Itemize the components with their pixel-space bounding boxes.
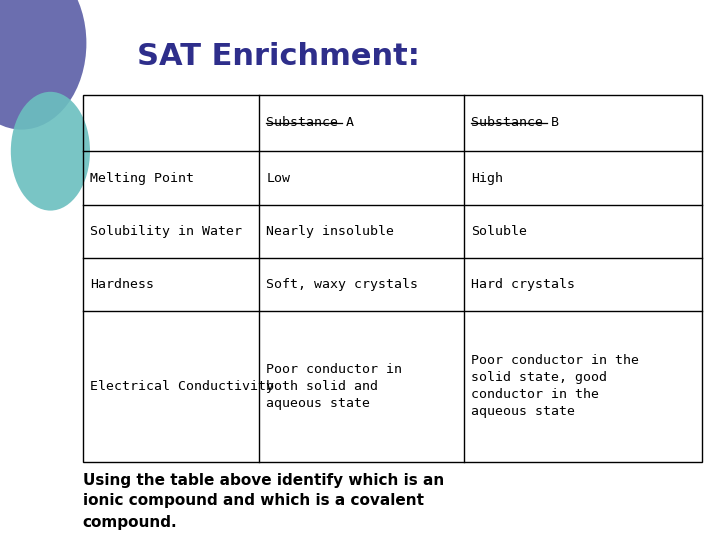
Text: High: High xyxy=(471,172,503,185)
Bar xyxy=(83,94,702,462)
Text: Soft, waxy crystals: Soft, waxy crystals xyxy=(266,278,418,291)
Text: Using the table above identify which is an
ionic compound and which is a covalen: Using the table above identify which is … xyxy=(83,472,444,530)
Ellipse shape xyxy=(0,0,86,130)
Text: Substance A: Substance A xyxy=(266,117,354,130)
Text: Hard crystals: Hard crystals xyxy=(471,278,575,291)
Text: Nearly insoluble: Nearly insoluble xyxy=(266,225,395,238)
Text: Low: Low xyxy=(266,172,290,185)
Text: Electrical Conductivity: Electrical Conductivity xyxy=(90,380,274,393)
Text: Hardness: Hardness xyxy=(90,278,154,291)
Text: Soluble: Soluble xyxy=(471,225,527,238)
Ellipse shape xyxy=(11,92,90,211)
Text: Substance B: Substance B xyxy=(471,117,559,130)
Text: SAT Enrichment:: SAT Enrichment: xyxy=(137,42,420,71)
Text: Poor conductor in
both solid and
aqueous state: Poor conductor in both solid and aqueous… xyxy=(266,363,402,410)
Text: Poor conductor in the
solid state, good
conductor in the
aqueous state: Poor conductor in the solid state, good … xyxy=(471,354,639,418)
Text: Solubility in Water: Solubility in Water xyxy=(90,225,242,238)
Text: Melting Point: Melting Point xyxy=(90,172,194,185)
